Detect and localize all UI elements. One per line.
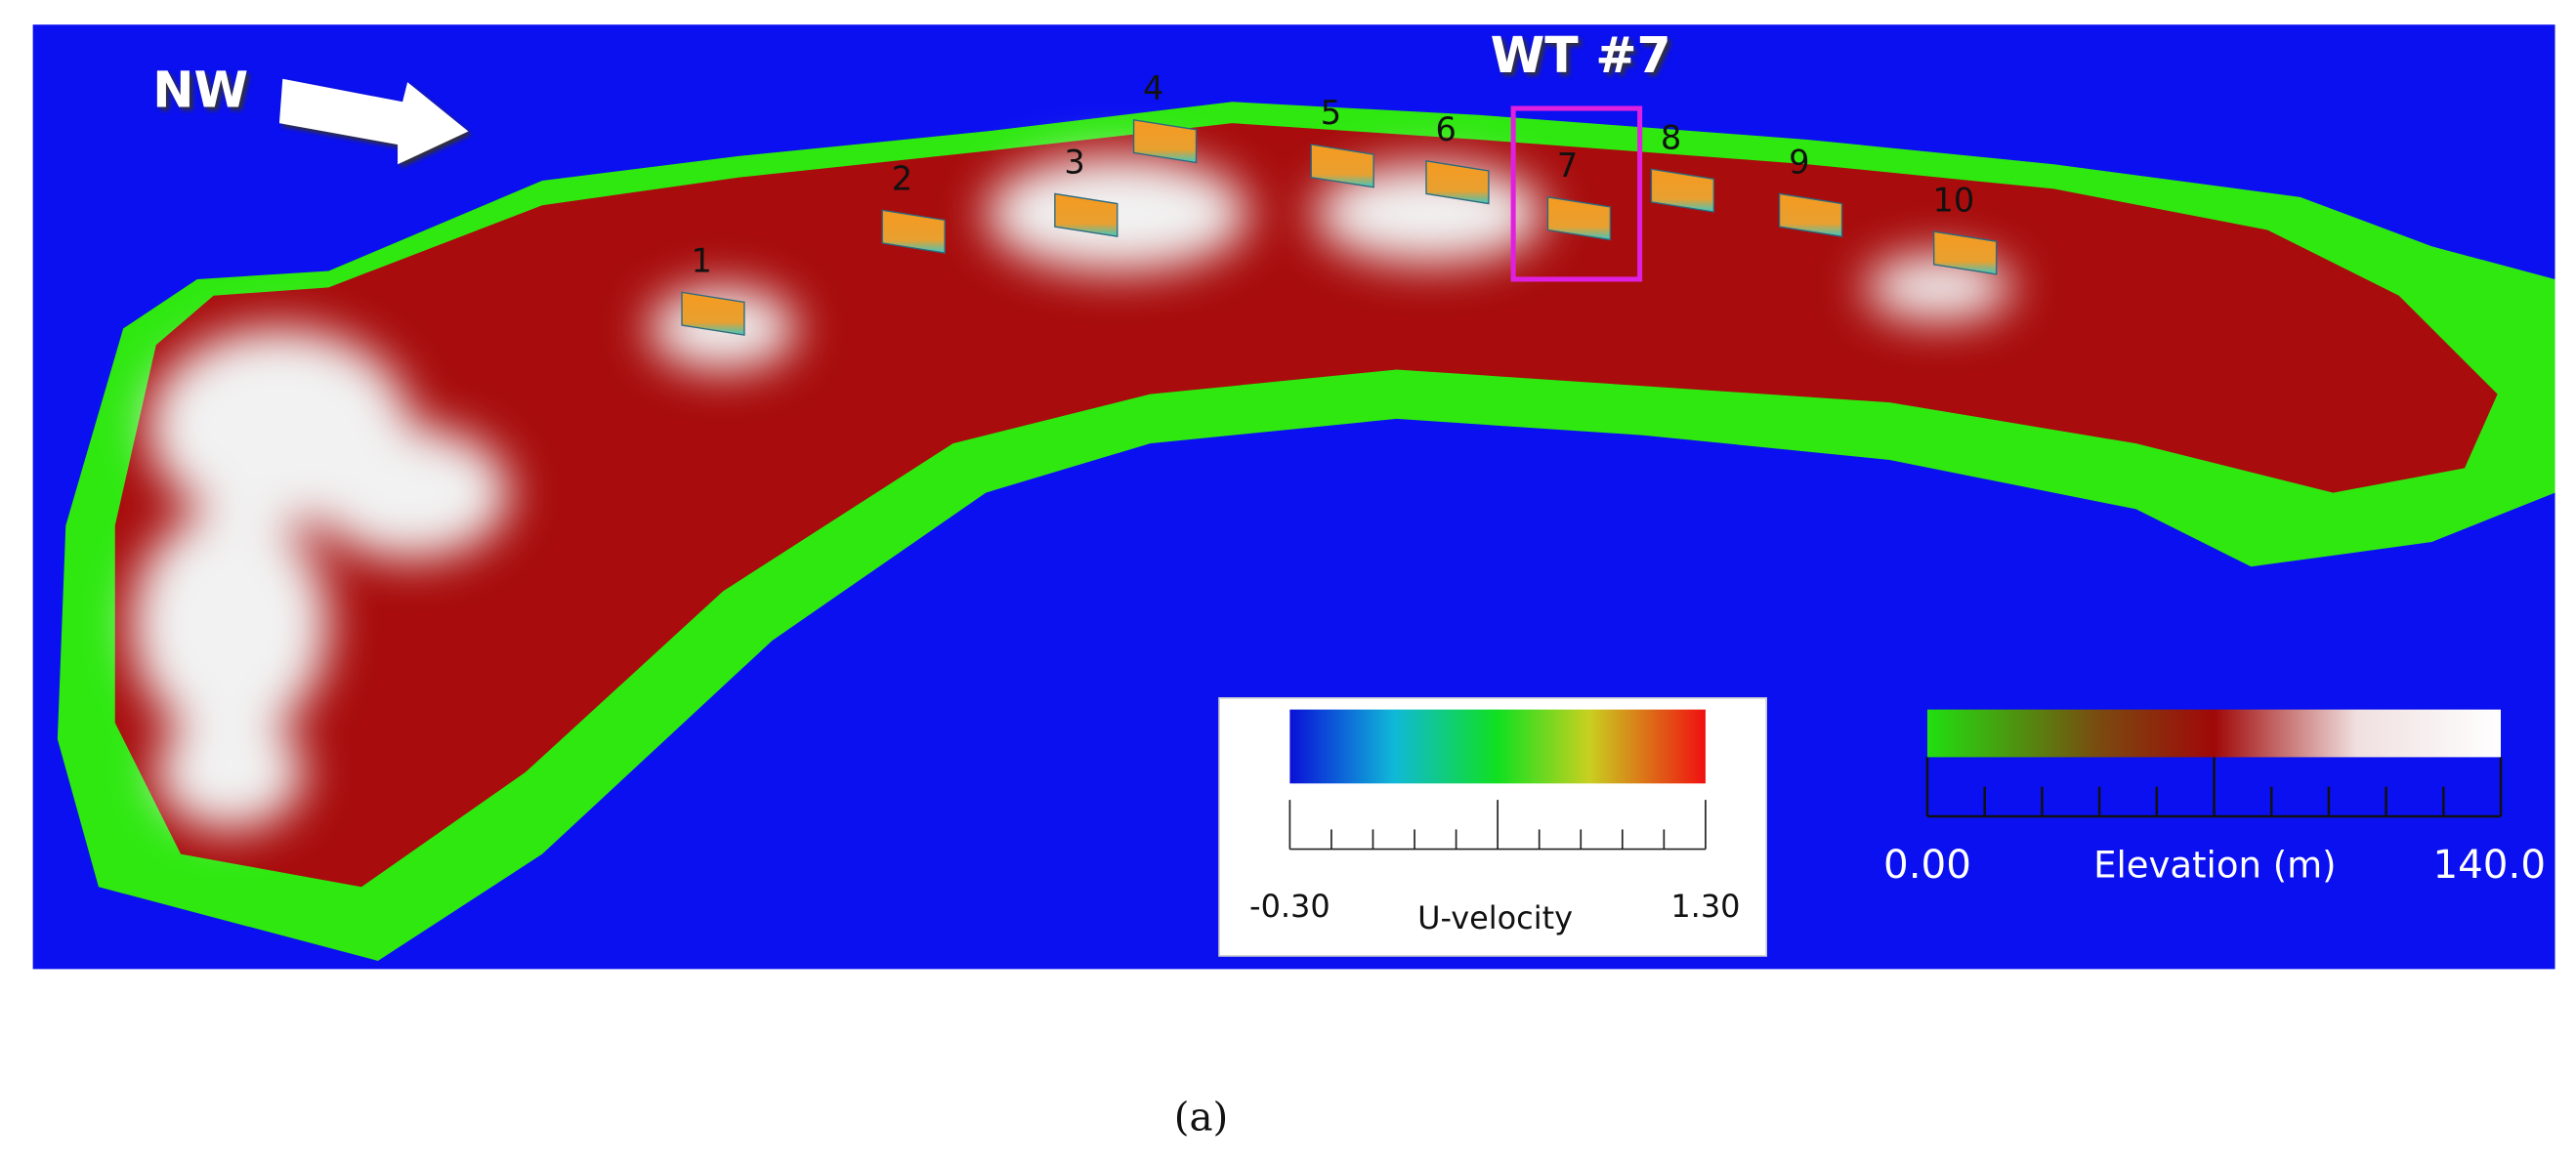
color-bar — [1289, 709, 1706, 784]
turbine — [881, 209, 946, 254]
legend-max: 1.30 — [1670, 888, 1740, 925]
legend-title: Elevation (m) — [2093, 845, 2337, 887]
highlight-label: WT #7 — [1491, 26, 1671, 84]
turbine — [681, 291, 745, 336]
velocity-legend: -0.30 U-velocity 1.30 — [1218, 697, 1767, 957]
color-bar — [1926, 709, 2502, 758]
turbine-label: 6 — [1435, 110, 1456, 148]
turbine-label: 10 — [1932, 181, 1974, 219]
turbine — [1778, 192, 1843, 237]
highlight-box — [1510, 105, 1643, 282]
turbine — [1933, 230, 1998, 275]
turbine — [1054, 192, 1119, 237]
turbine-label: 1 — [692, 242, 712, 280]
turbine-label: 2 — [892, 160, 912, 198]
turbine — [1650, 168, 1714, 213]
legend-axis — [1288, 800, 1707, 851]
turbine — [1132, 118, 1198, 164]
caption: (a) — [1174, 1095, 1229, 1141]
elevation-legend: 0.00 Elevation (m) 140.0 — [1883, 709, 2546, 888]
direction-label: NW — [152, 61, 248, 118]
turbine-label: 9 — [1789, 144, 1809, 182]
turbine-label: 8 — [1661, 118, 1681, 156]
legend-min: -0.30 — [1249, 888, 1330, 925]
turbine — [1310, 144, 1374, 188]
legend-axis — [1925, 757, 2503, 818]
legend-title: U-velocity — [1417, 899, 1573, 936]
legend-max: 140.0 — [2432, 842, 2546, 888]
legend-min: 0.00 — [1883, 842, 1971, 888]
figure-body: 1 2 3 4 5 6 7 8 9 10 WT #7 NW -0.30 U-velocity 1.… — [32, 24, 2555, 1141]
turbine-label: 5 — [1321, 94, 1341, 132]
turbines: 1 2 3 4 5 6 7 8 9 10 — [681, 69, 1998, 336]
turbine-label: 4 — [1143, 69, 1163, 107]
direction-arrow — [278, 78, 469, 165]
turbine — [1425, 160, 1490, 205]
turbine — [1546, 196, 1612, 241]
turbine-label: 7 — [1557, 146, 1578, 185]
turbine-label: 3 — [1064, 144, 1084, 182]
